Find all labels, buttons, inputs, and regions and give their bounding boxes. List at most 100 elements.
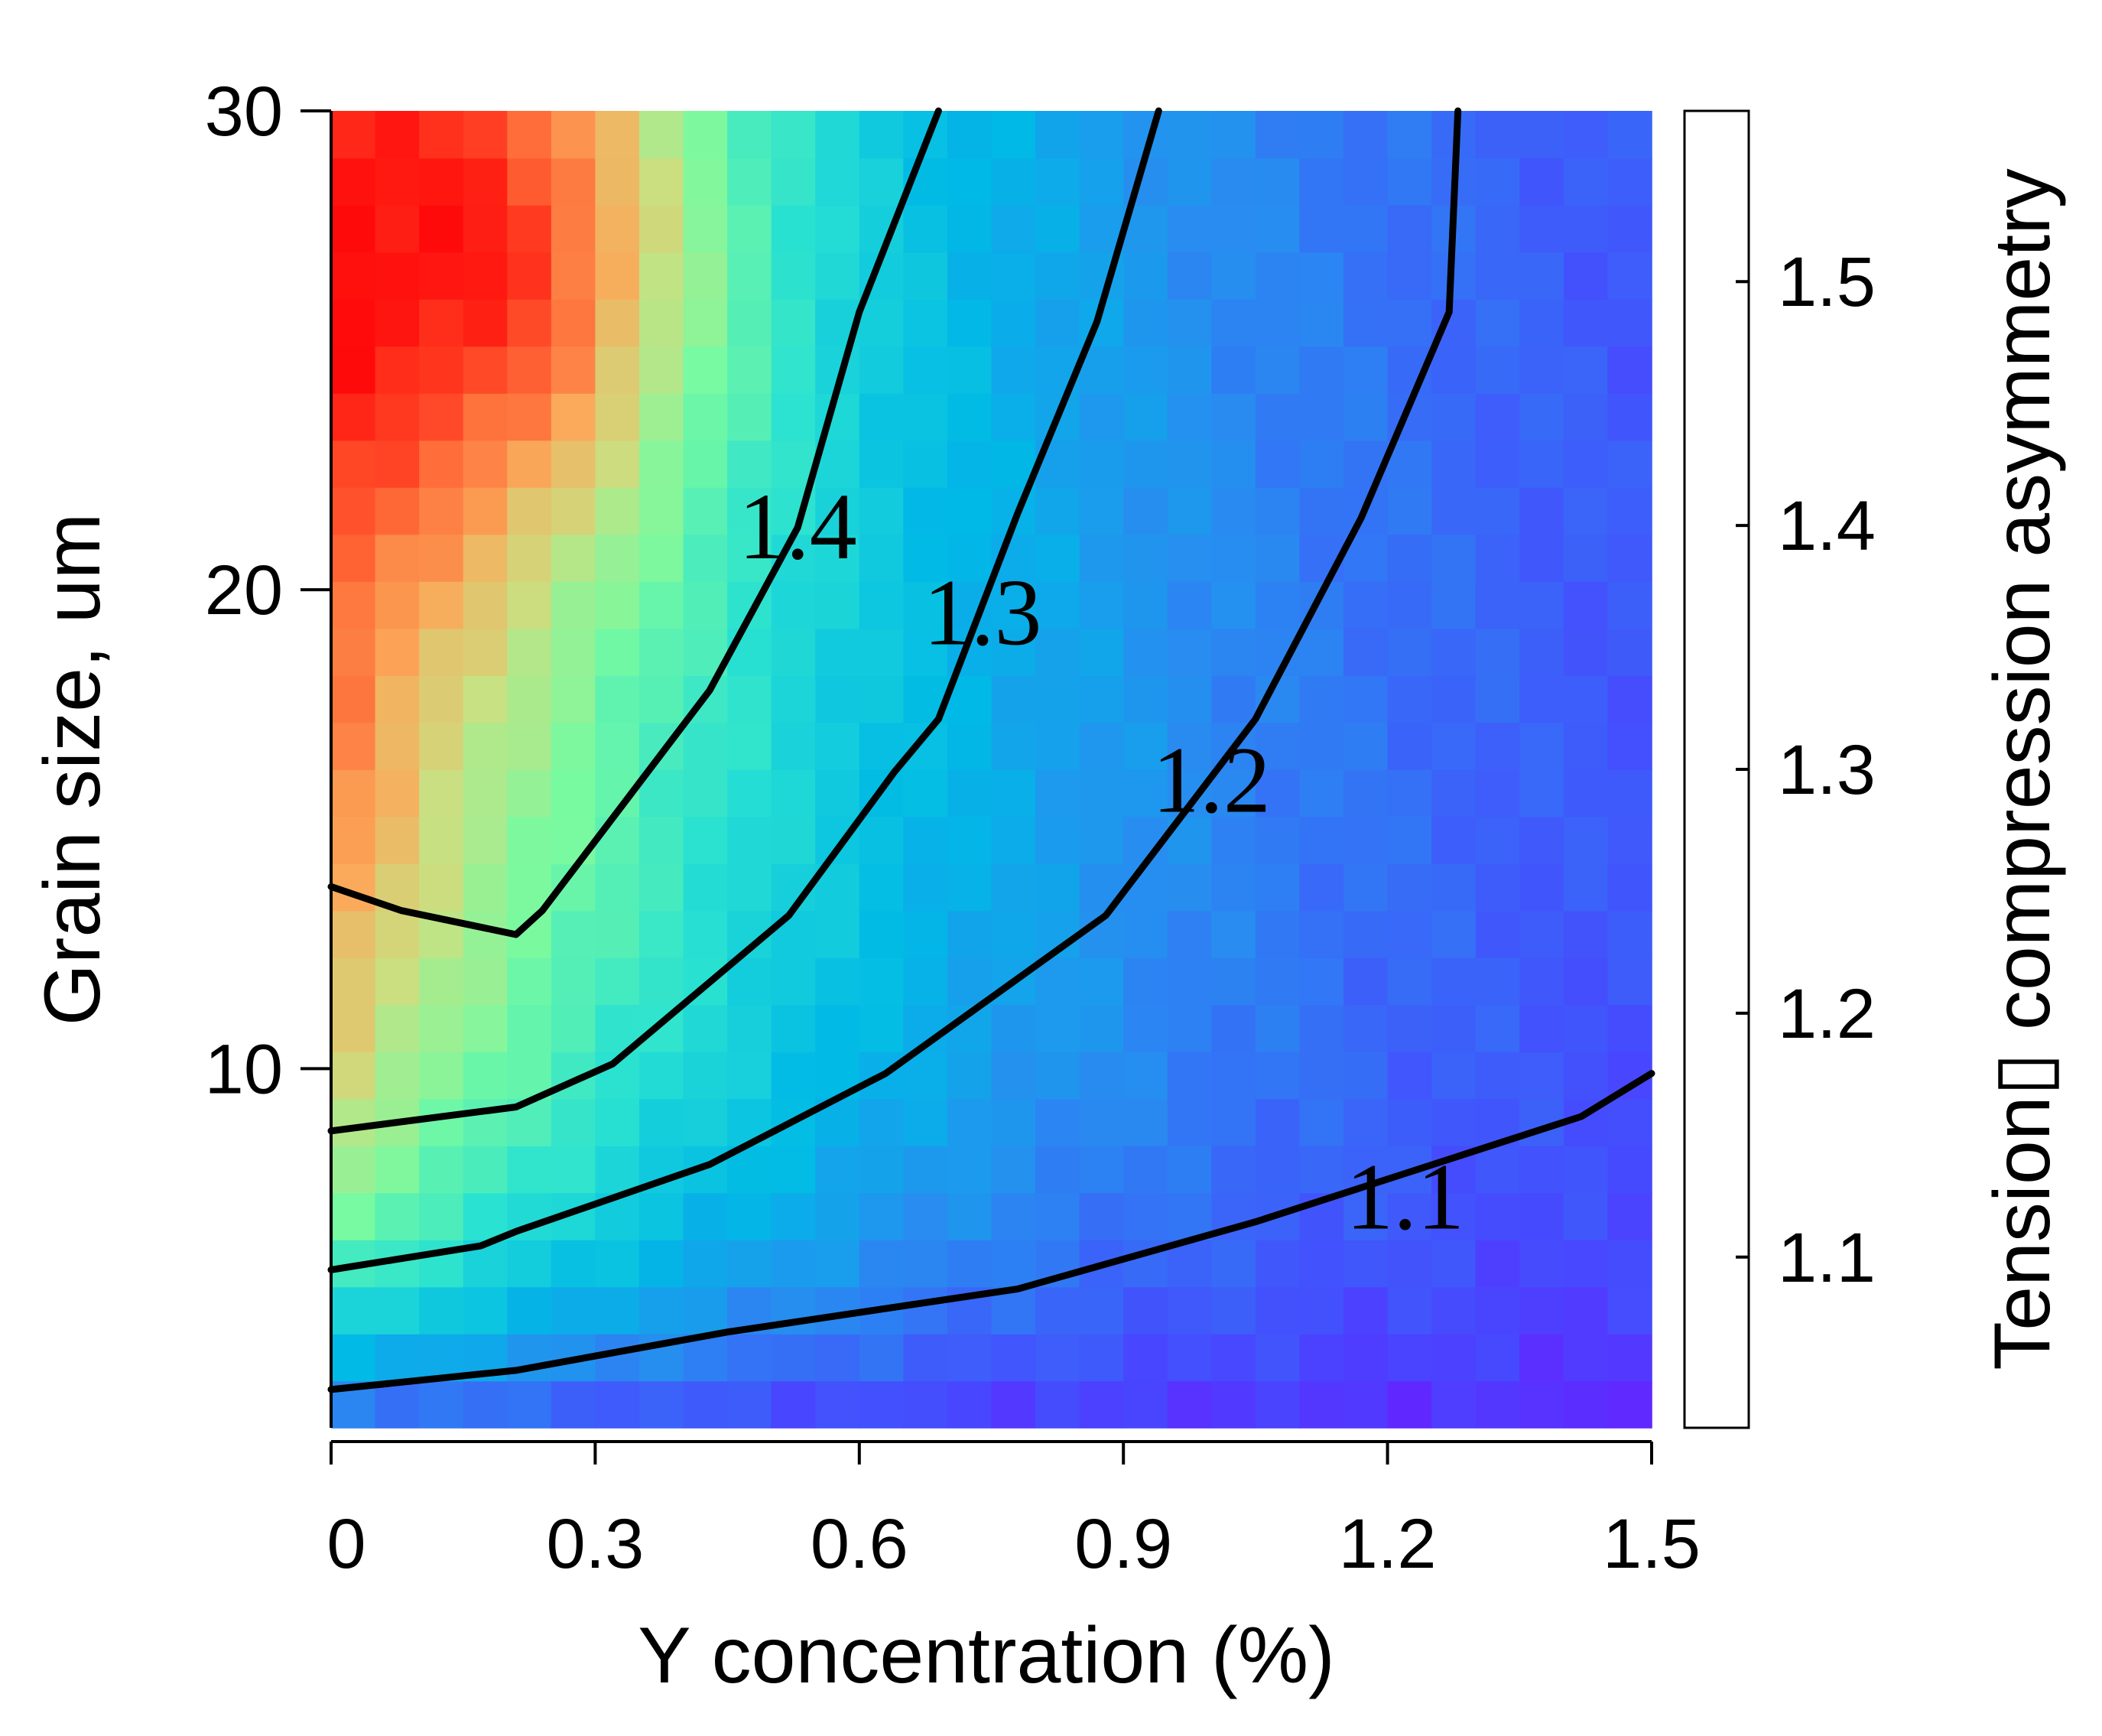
heatmap-cell (419, 1286, 464, 1335)
heatmap-cell (1255, 769, 1301, 818)
heatmap-cell (1475, 910, 1521, 958)
heatmap-cell (1607, 346, 1652, 394)
colorbar-title: Tension▯ compression asymmetry (1978, 168, 2067, 1370)
heatmap-cell (947, 1192, 993, 1240)
heatmap-cell (507, 675, 552, 723)
heatmap-cell (1431, 1240, 1477, 1288)
colorbar-tick-label: 1.3 (1778, 731, 1876, 809)
heatmap-cell (1387, 111, 1432, 159)
heatmap-cell (1607, 675, 1652, 723)
heatmap-cell (1387, 957, 1432, 1006)
heatmap-cell (375, 111, 420, 159)
heatmap-cell (1299, 910, 1344, 958)
heatmap-cell (1431, 346, 1477, 394)
heatmap-cell (463, 534, 508, 582)
heatmap-cell (638, 346, 684, 394)
heatmap-cell (1431, 393, 1477, 441)
heatmap-cell (463, 1004, 508, 1052)
heatmap-cell (771, 205, 817, 253)
heatmap-cell (1079, 1004, 1124, 1052)
heatmap-cell (551, 393, 596, 441)
heatmap-cell (419, 299, 464, 347)
heatmap-cell (947, 299, 993, 347)
heatmap-cell (859, 440, 905, 488)
heatmap-cell (1123, 299, 1168, 347)
heatmap-cell (551, 1286, 596, 1335)
heatmap-cell (1475, 957, 1521, 1006)
heatmap-cell (1255, 1052, 1301, 1100)
heatmap-cell (463, 205, 508, 253)
heatmap-cell (1123, 1146, 1168, 1194)
heatmap-cell (947, 346, 993, 394)
heatmap-cell (595, 628, 640, 676)
heatmap-cell (595, 205, 640, 253)
heatmap-cell (331, 1098, 376, 1146)
heatmap-cell (331, 487, 376, 535)
heatmap-cell (595, 675, 640, 723)
heatmap-cell (331, 1146, 376, 1194)
heatmap-cell (1519, 769, 1564, 818)
heatmap-cell (595, 111, 640, 159)
heatmap-cell (815, 722, 860, 770)
heatmap-cell (1167, 910, 1213, 958)
heatmap-cell (683, 487, 728, 535)
heatmap-cell (375, 1052, 420, 1100)
heatmap-cell (463, 816, 508, 864)
heatmap-cell (419, 1098, 464, 1146)
heatmap-cell (1211, 440, 1256, 488)
heatmap-cell (1123, 722, 1168, 770)
heatmap-cell (551, 910, 596, 958)
heatmap-cell (375, 1004, 420, 1052)
heatmap-cell (859, 1146, 905, 1194)
heatmap-cell (1563, 628, 1609, 676)
heatmap-cell (991, 675, 1036, 723)
heatmap-cell (1035, 581, 1080, 629)
heatmap-cell (1123, 393, 1168, 441)
heatmap-cell (815, 1192, 860, 1240)
heatmap-cell (815, 534, 860, 582)
heatmap-cell (727, 722, 772, 770)
heatmap-cell (463, 487, 508, 535)
heatmap-cell (1211, 299, 1256, 347)
heatmap-cell (1343, 158, 1389, 206)
heatmap-cell (1475, 816, 1521, 864)
heatmap-cell (991, 581, 1036, 629)
heatmap-cell (903, 628, 948, 676)
heatmap-cell (1211, 205, 1256, 253)
heatmap-cell (947, 1240, 993, 1288)
heatmap-cell (419, 393, 464, 441)
heatmap-cell (991, 910, 1036, 958)
heatmap-cell (375, 769, 420, 818)
heatmap-cell (1255, 440, 1301, 488)
heatmap-cell (1167, 1004, 1213, 1052)
heatmap-cell (903, 957, 948, 1006)
heatmap-cell (903, 440, 948, 488)
heatmap-cell (1123, 1380, 1168, 1429)
heatmap-cell (331, 1052, 376, 1100)
heatmap-cell (1079, 675, 1124, 723)
heatmap-cell (1519, 1192, 1564, 1240)
heatmap-cell (331, 628, 376, 676)
heatmap-cell (1123, 1192, 1168, 1240)
heatmap-cell (859, 1240, 905, 1288)
heatmap-cell (1079, 393, 1124, 441)
heatmap-cell (419, 628, 464, 676)
heatmap-cell (375, 675, 420, 723)
heatmap-cell (947, 1380, 993, 1429)
heatmap-cell (1255, 487, 1301, 535)
heatmap-cell (595, 158, 640, 206)
heatmap-cell (1343, 1004, 1389, 1052)
heatmap-cell (551, 487, 596, 535)
heatmap-cell (1079, 111, 1124, 159)
heatmap-cell (727, 111, 772, 159)
heatmap-cell (683, 1380, 728, 1429)
contour-line-1.4 (327, 107, 942, 938)
heatmap-cell (1607, 1098, 1652, 1146)
heatmap-cell (331, 1192, 376, 1240)
heatmap-cell (1387, 675, 1432, 723)
heatmap-cell (727, 1334, 772, 1382)
heatmap-cell (638, 1240, 684, 1288)
heatmap-cell (1563, 1286, 1609, 1335)
heatmap-cell (638, 393, 684, 441)
heatmap-cell (1607, 581, 1652, 629)
